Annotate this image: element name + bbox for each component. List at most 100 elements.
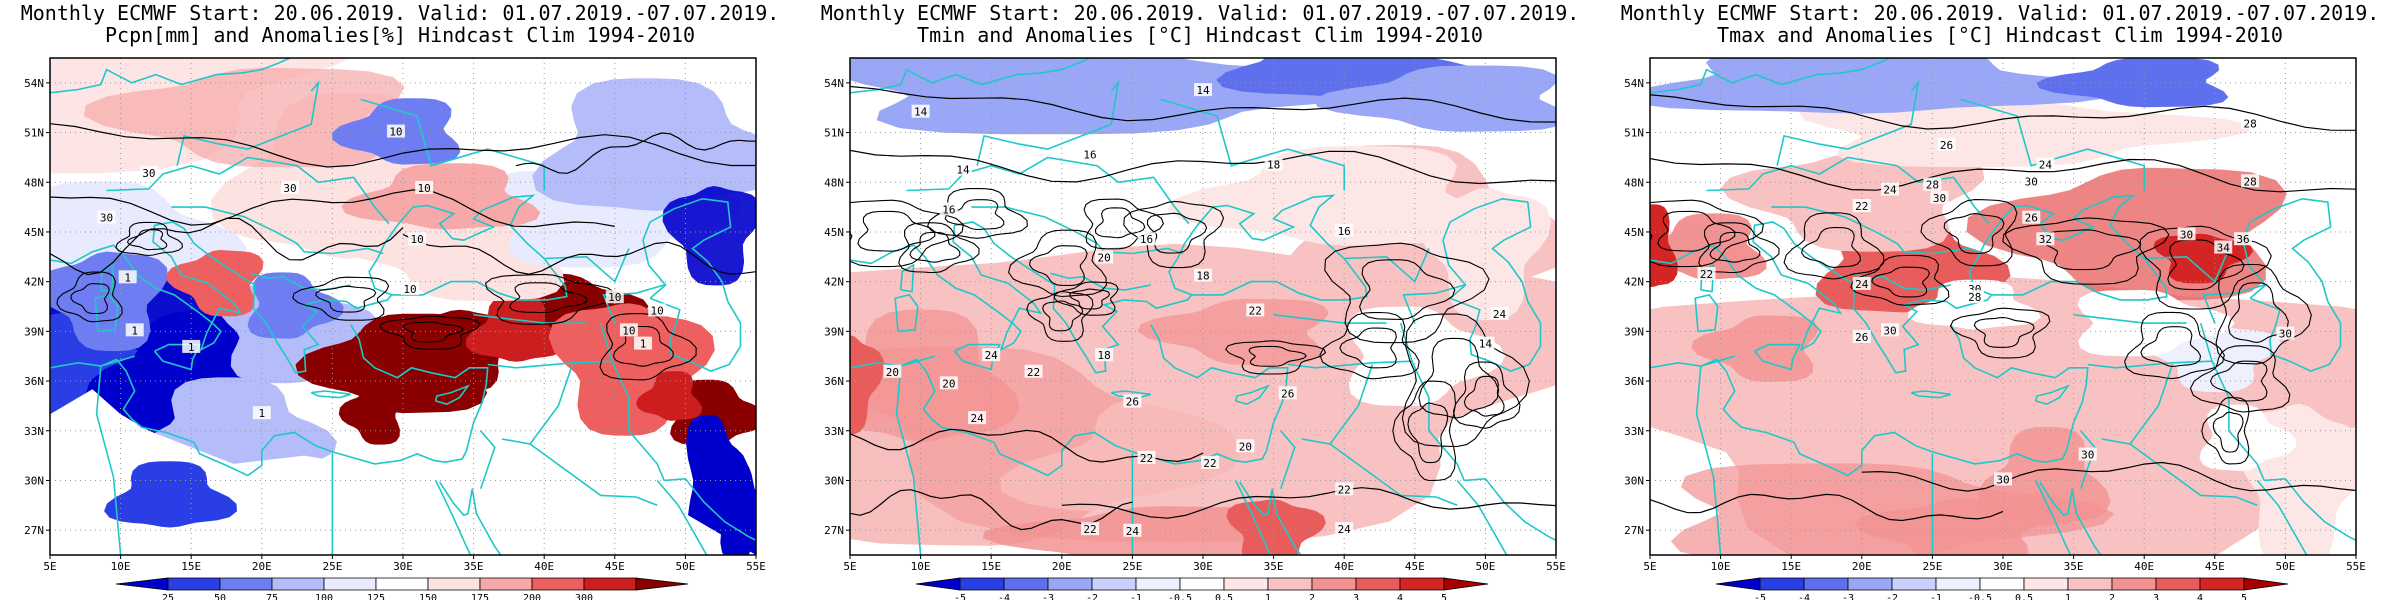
anomaly-region [1313,65,1556,132]
colorbar-tick-label: 2 [2109,593,2115,600]
colorbar: -5 -4 -3 -2 -1 -0.5 0.5 1 2 3 4 5 [1715,577,2289,600]
contour-label: 22 [1700,268,1713,281]
anomaly-region [1348,306,1506,406]
colorbar-swatch [531,577,585,591]
contour-label: 28 [1926,179,1939,192]
colorbar-swatch [1979,577,2025,591]
colorbar-tick-label: 175 [471,593,489,600]
anomaly-region [1854,498,2051,555]
longitude-label: 35E [2064,560,2084,573]
latitude-label: 48N [1624,176,1644,189]
latitude-label: 54N [24,77,44,90]
anomaly-region [999,392,1399,525]
contour-label: 30 [100,212,113,225]
colorbar-tick-label: -0.5 [1168,593,1192,600]
anomaly-region [662,186,756,286]
contour-label: 24 [1855,278,1869,291]
latitude-labels: 54N 51N 48N 45N 42N 39N 36N 33N 30N 27N [1624,77,1650,537]
latitude-label: 42N [824,276,844,289]
contour-label: 24 [985,349,999,362]
colorbar-tick-label: 4 [1397,593,1403,600]
contour-label: 1 [188,341,195,354]
latitude-label: 33N [1624,425,1644,438]
panel-title-line1: Monthly ECMWF Start: 20.06.2019. Valid: … [21,1,780,25]
longitude-label: 25E [322,560,342,573]
latitude-label: 36N [1624,375,1644,388]
latitude-label: 42N [24,276,44,289]
anomaly-region [548,303,715,436]
panel-title-line2: Tmin and Anomalies [°C] Hindcast Clim 19… [917,23,1483,47]
longitude-label: 45E [1405,560,1425,573]
anomaly-region [1691,315,1819,382]
anomaly-region [2199,404,2297,471]
colorbar-swatch [1891,577,1937,591]
contour-label: 24 [1493,308,1507,321]
colorbar-swatch [583,577,637,591]
colorbar-tick-label: -2 [1886,593,1898,600]
longitude-label: 20E [1852,560,1872,573]
contour-label: 16 [1338,225,1351,238]
colorbar-tick-label: 3 [1353,593,1359,600]
colorbar-tick-label: -3 [1842,593,1854,600]
contour-label: 30 [2025,175,2038,188]
colorbar-swatch [1179,577,1225,591]
anomaly-region [1720,152,1985,252]
anomaly-region [532,78,756,211]
latitude-label: 45N [24,226,44,239]
latitude-label: 54N [1624,77,1644,90]
longitude-label: 55E [746,560,766,573]
colorbar-swatch [1847,577,1893,591]
contour-label: 30 [2180,228,2193,241]
longitude-label: 15E [1781,560,1801,573]
contour-label: 1 [640,338,647,351]
contour-label: 14 [914,106,928,119]
longitude-labels: 5E 10E 15E 20E 25E 30E 35E 40E 45E 50E 55E [843,555,1566,573]
longitude-label: 50E [1475,560,1495,573]
latitude-label: 48N [24,176,44,189]
colorbar-swatch [1267,577,1313,591]
map-area: 1 1 1 10 10 10 10 30 30 30 1 10 10 1 10 [50,58,756,555]
contour-label: 20 [1098,251,1111,264]
colorbar-swatch [1935,577,1981,591]
colorbar-swatch [1759,577,1805,591]
longitude-label: 25E [1122,560,1142,573]
colorbar-swatch [115,577,169,591]
colorbar-swatch [2155,577,2201,591]
contour-label: 10 [410,233,423,246]
colorbar-swatch [1443,577,1489,591]
contour-label: 20 [942,377,955,390]
contour-label: 32 [2039,233,2052,246]
contour-label: 28 [1968,291,1981,304]
longitude-label: 40E [534,560,554,573]
colorbar-tick-label: 25 [162,593,174,600]
colorbar-tick-label: -3 [1042,593,1054,600]
longitude-label: 55E [1546,560,1566,573]
longitude-label: 15E [181,560,201,573]
colorbar-tick-label: -5 [954,593,966,600]
longitude-label: 20E [1052,560,1072,573]
colorbar-tick-label: 100 [315,593,333,600]
colorbar-tick-label: 50 [214,593,226,600]
contour-label: 20 [886,366,899,379]
longitude-label: 35E [464,560,484,573]
anomaly-region [1650,58,2121,114]
contour-label: 18 [1196,270,1209,283]
map-area: 14 14 16 16 14 18 18 16 20 22 24 22 20 24 22 18 22 26 24 22… [850,58,1556,555]
longitude-label: 5E [843,560,856,573]
anomaly-region [982,506,1304,555]
latitude-labels: 54N 51N 48N 45N 42N 39N 36N 33N 30N 27N [24,77,50,537]
colorbar-tick-label: 5 [1441,593,1447,600]
anomaly-region [686,415,750,548]
latitude-label: 51N [824,127,844,140]
latitude-label: 45N [1624,226,1644,239]
contour-label: 34 [2217,242,2231,255]
colorbar: 25 50 75 100 125 150 175 200 300 [115,577,689,600]
longitude-label: 10E [911,560,931,573]
colorbar-tick-label: 5 [2241,593,2247,600]
longitude-label: 30E [1193,560,1213,573]
contour-label: 1 [124,271,131,284]
contour-label: 22 [1140,452,1153,465]
contour-label: 26 [2025,212,2038,225]
